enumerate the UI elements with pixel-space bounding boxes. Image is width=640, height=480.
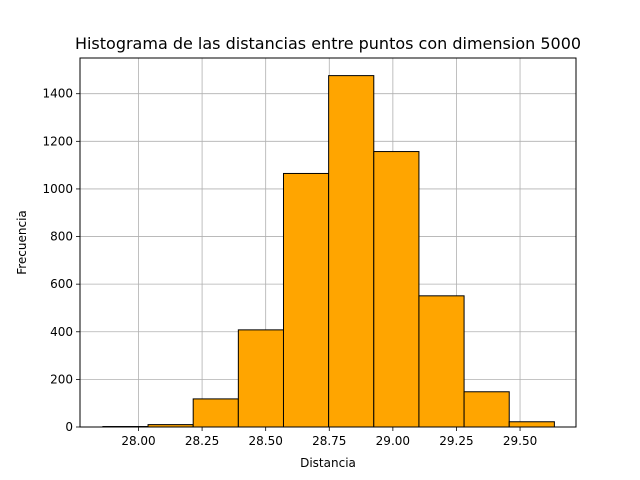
histogram-bars (102, 75, 555, 428)
x-tick-label-5: 29.25 (439, 434, 473, 448)
y-axis-label: Frecuencia (15, 210, 29, 275)
histogram-bar-2 (192, 398, 239, 428)
x-axis-label: Distancia (300, 456, 356, 470)
x-tick-label-3: 28.75 (312, 434, 346, 448)
histogram-bar-6 (373, 151, 420, 428)
y-tick-label-0: 0 (65, 420, 73, 434)
x-tick-label-1: 28.25 (185, 434, 219, 448)
y-tick-label-6: 1200 (42, 134, 73, 148)
y-tick-label-2: 400 (50, 325, 73, 339)
chart-title: Histograma de las distancias entre punto… (75, 34, 581, 53)
x-tick-label-0: 28.00 (121, 434, 155, 448)
y-tick-label-3: 600 (50, 277, 73, 291)
y-tick-label-4: 800 (50, 230, 73, 244)
y-tick-label-5: 1000 (42, 182, 73, 196)
histogram-bar-7 (418, 295, 465, 428)
x-tick-label-6: 29.50 (503, 434, 537, 448)
histogram-bar-3 (237, 329, 284, 428)
x-tick-label-4: 29.00 (376, 434, 410, 448)
y-tick-label-1: 200 (50, 372, 73, 386)
histogram-bar-4 (282, 172, 330, 428)
histogram-bar-5 (328, 75, 375, 428)
x-tick-label-2: 28.50 (249, 434, 283, 448)
histogram-bar-9 (508, 421, 555, 428)
x-axis-ticks: 28.00 28.25 28.50 28.75 29.00 29.25 29.50 (121, 427, 537, 448)
plot-frame (79, 57, 577, 428)
y-axis-ticks: 0 200 400 600 800 1000 1200 1400 (42, 87, 80, 434)
histogram-bar-8 (463, 391, 510, 428)
y-tick-label-7: 1400 (42, 87, 73, 101)
